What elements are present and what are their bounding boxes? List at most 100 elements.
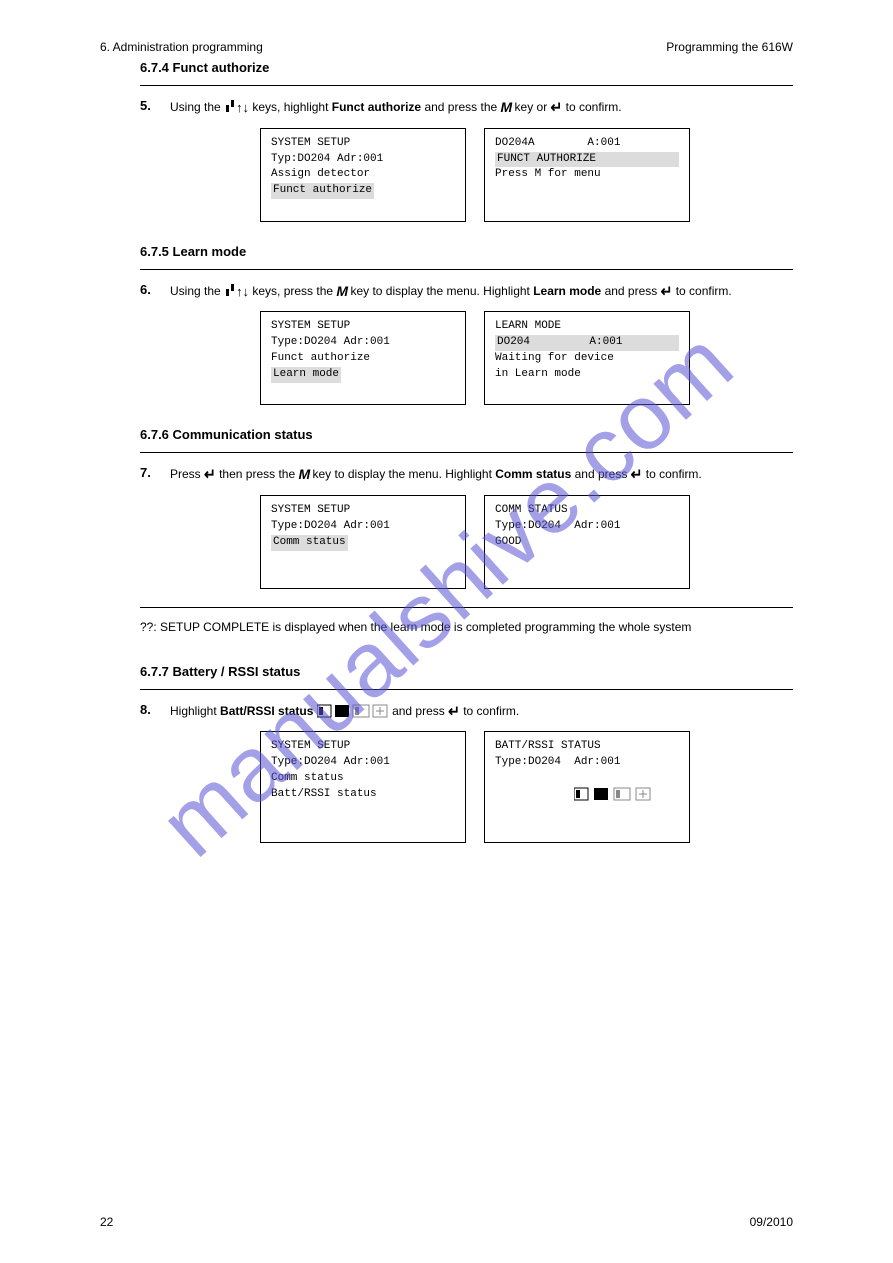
lcd-screen: BATT/RSSI STATUS Type:DO204 Adr:001	[484, 731, 690, 843]
lcd-screen: SYSTEM SETUP Type:DO204 Adr:001 Comm sta…	[260, 731, 466, 843]
lcd-line: Assign detector	[271, 167, 455, 183]
lcd-line: Type:DO204 Adr:001	[495, 755, 679, 771]
lcd-line: LEARN MODE	[495, 319, 679, 335]
lcd-line: SYSTEM SETUP	[271, 503, 455, 519]
lcd-line-highlight: FUNCT AUTHORIZE	[495, 152, 679, 168]
lcd-screen: COMM STATUS Type:DO204 Adr:001 GOOD	[484, 495, 690, 589]
lcd-line-highlight: Learn mode	[271, 367, 341, 383]
step-body: Using the ↑↓ keys, press the M key to di…	[170, 282, 893, 406]
footer-date: 09/2010	[750, 1215, 793, 1229]
lcd-line: SYSTEM SETUP	[271, 739, 455, 755]
t: Press	[170, 467, 204, 481]
step-number: 8.	[140, 702, 170, 844]
section-title: 6.7.6 Communication status	[0, 427, 893, 442]
t: Funct authorize	[332, 100, 421, 114]
t: keys, highlight	[252, 100, 331, 114]
section-rule	[140, 452, 793, 453]
m-icon: M	[298, 465, 309, 485]
lcd-row: SYSTEM SETUP Typ:DO204 Adr:001 Assign de…	[260, 128, 783, 222]
lcd-line: Type:DO204 Adr:001	[495, 519, 679, 535]
lcd-line-highlight: Comm status	[271, 535, 348, 551]
t: Using the	[170, 100, 224, 114]
step-body: Press ↵ then press the M key to display …	[170, 465, 893, 589]
page-footer: 22 09/2010	[100, 1215, 793, 1229]
section-rule	[140, 85, 793, 86]
lcd-line: SYSTEM SETUP	[271, 319, 455, 335]
step-number: 5.	[140, 98, 170, 222]
t: key to display the menu. Highlight	[350, 284, 533, 298]
lcd-row: SYSTEM SETUP Type:DO204 Adr:001 Comm sta…	[260, 731, 783, 843]
lcd-line: DO204A A:001	[495, 136, 679, 152]
updown-icon: ↑↓	[224, 99, 249, 117]
lcd-line: Funct authorize	[271, 351, 455, 367]
section-rule	[140, 607, 793, 608]
step: 6. Using the ↑↓ keys, press the M key to…	[0, 282, 893, 406]
lcd-line: Press M for menu	[495, 167, 679, 183]
updown-icon: ↑↓	[224, 283, 249, 301]
t: key to display the menu. Highlight	[313, 467, 496, 481]
lcd-line: SYSTEM SETUP	[271, 136, 455, 152]
t: Learn mode	[533, 284, 601, 298]
lcd-line: Batt/RSSI status	[271, 787, 455, 803]
lcd-line-highlight: Funct authorize	[271, 183, 374, 199]
lcd-line: Type:DO204 Adr:001	[271, 335, 455, 351]
step: 5. Using the ↑↓ keys, highlight Funct au…	[0, 98, 893, 222]
lcd-line-highlight: DO204 A:001	[495, 335, 679, 351]
enter-icon: ↵	[661, 281, 673, 303]
section-rule	[140, 689, 793, 690]
step-text: Using the ↑↓ keys, highlight Funct autho…	[170, 100, 622, 114]
lcd-line: COMM STATUS	[495, 503, 679, 519]
lcd-screen: DO204A A:001 FUNCT AUTHORIZE Press M for…	[484, 128, 690, 222]
t: to confirm.	[676, 284, 732, 298]
step-number: 6.	[140, 282, 170, 406]
section-title: 6.7.4 Funct authorize	[0, 60, 893, 75]
t: keys, press the	[252, 284, 336, 298]
lcd-row: SYSTEM SETUP Type:DO204 Adr:001 Funct au…	[260, 311, 783, 405]
t: to confirm.	[566, 100, 622, 114]
enter-icon: ↵	[204, 464, 216, 486]
step-text: Using the ↑↓ keys, press the M key to di…	[170, 284, 732, 298]
lcd-screen: SYSTEM SETUP Type:DO204 Adr:001 Comm sta…	[260, 495, 466, 589]
note-text: ??: SETUP COMPLETE is displayed when the…	[0, 620, 893, 634]
t: Highlight	[170, 704, 220, 718]
step: 7. Press ↵ then press the M key to displ…	[0, 465, 893, 589]
t: and press	[605, 284, 661, 298]
t: Using the	[170, 284, 224, 298]
step-text: Press ↵ then press the M key to display …	[170, 467, 702, 481]
lcd-line: in Learn mode	[495, 367, 679, 383]
t: and press the	[424, 100, 500, 114]
t: and press	[392, 704, 448, 718]
step: 8. Highlight Batt/RSSI status and press …	[0, 702, 893, 844]
battery-strip-icon	[317, 704, 389, 718]
step-text: Highlight Batt/RSSI status and press ↵ t…	[170, 704, 519, 718]
step-body: Highlight Batt/RSSI status and press ↵ t…	[170, 702, 893, 844]
t: Comm status	[495, 467, 571, 481]
enter-icon: ↵	[551, 97, 563, 119]
lcd-line: GOOD	[495, 535, 679, 551]
section-title: 6.7.7 Battery / RSSI status	[0, 664, 893, 679]
t: Batt/RSSI status	[220, 704, 313, 718]
lcd-screen: SYSTEM SETUP Type:DO204 Adr:001 Funct au…	[260, 311, 466, 405]
lcd-line: Comm status	[271, 771, 455, 787]
lcd-screen: SYSTEM SETUP Typ:DO204 Adr:001 Assign de…	[260, 128, 466, 222]
m-icon: M	[501, 98, 512, 118]
m-icon: M	[336, 282, 347, 302]
enter-icon: ↵	[448, 701, 460, 723]
t: to confirm.	[646, 467, 702, 481]
t: then press the	[219, 467, 298, 481]
battery-strip-icon	[574, 787, 664, 801]
step-body: Using the ↑↓ keys, highlight Funct autho…	[170, 98, 893, 222]
enter-icon: ↵	[631, 464, 643, 486]
lcd-line: Waiting for device	[495, 351, 679, 367]
footer-page: 22	[100, 1215, 113, 1229]
lcd-line: BATT/RSSI STATUS	[495, 739, 679, 755]
lcd-line	[495, 771, 679, 821]
t: key or	[515, 100, 551, 114]
page-content: 6.7.4 Funct authorize 5. Using the ↑↓ ke…	[0, 0, 893, 843]
section-title: 6.7.5 Learn mode	[0, 244, 893, 259]
lcd-line: Typ:DO204 Adr:001	[271, 152, 455, 168]
lcd-screen: LEARN MODE DO204 A:001 Waiting for devic…	[484, 311, 690, 405]
lcd-row: SYSTEM SETUP Type:DO204 Adr:001 Comm sta…	[260, 495, 783, 589]
t: and press	[575, 467, 631, 481]
section-rule	[140, 269, 793, 270]
